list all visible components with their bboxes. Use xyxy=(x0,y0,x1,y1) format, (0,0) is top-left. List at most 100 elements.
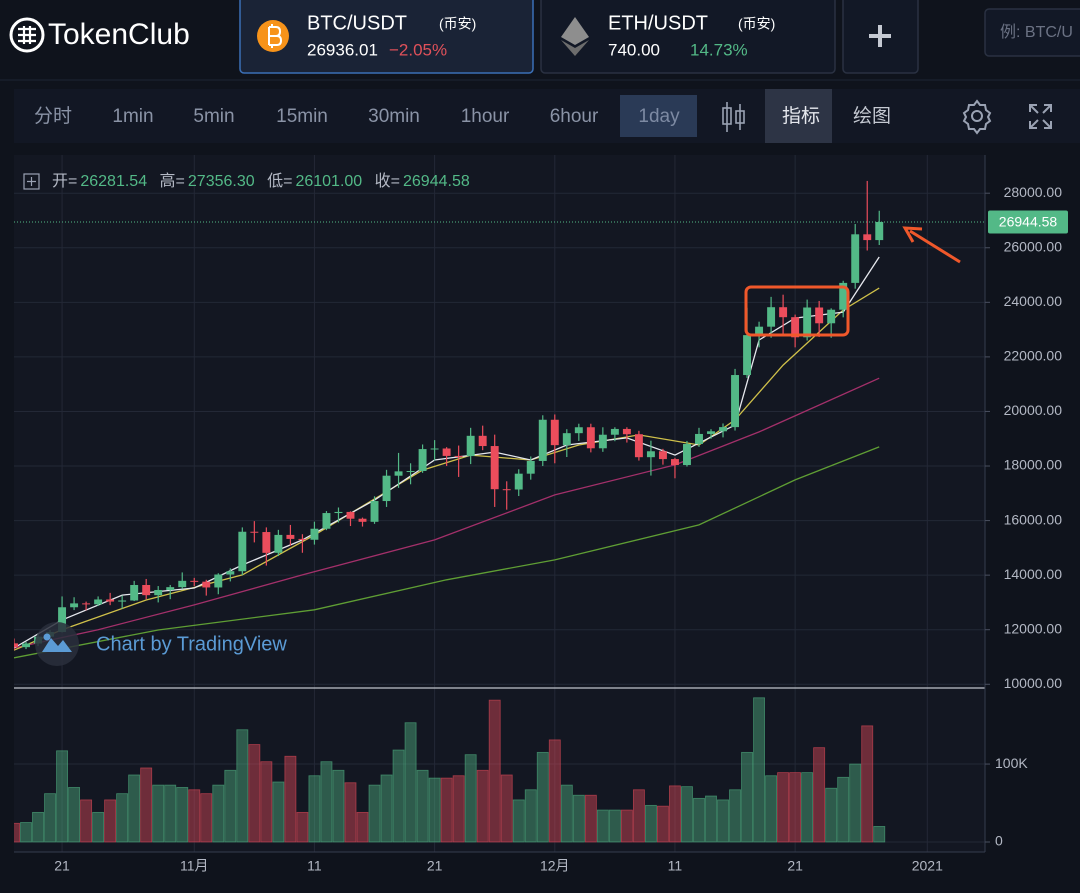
ohlc-label: 高= xyxy=(160,172,185,190)
interval[interactable]: 1hour xyxy=(461,106,510,127)
candle-body xyxy=(562,433,571,446)
candle-body xyxy=(178,580,187,588)
watermark-icon-bg xyxy=(35,622,79,666)
candle-body xyxy=(346,511,355,519)
candle-body xyxy=(298,538,307,540)
candle-body xyxy=(670,459,679,466)
tab-active[interactable] xyxy=(239,0,534,74)
volume-bar xyxy=(596,809,609,843)
tab-change: 14.73% xyxy=(690,40,748,59)
candle-body xyxy=(743,335,752,376)
volume-bar xyxy=(572,794,585,843)
volume-bar xyxy=(789,772,802,843)
fullscreen-icon[interactable] xyxy=(1029,104,1052,129)
interval-active[interactable]: 1day xyxy=(638,106,680,127)
eth-icon xyxy=(561,17,589,45)
volume-bar xyxy=(464,754,477,843)
volume-bar xyxy=(452,775,465,843)
ohlc-value: 27356.30 xyxy=(188,173,255,190)
volume-bar xyxy=(116,793,129,843)
candle-body xyxy=(226,571,235,575)
tab-pair: BTC/USDT xyxy=(307,12,407,34)
volume-bar xyxy=(632,789,645,843)
candle-body xyxy=(394,471,403,476)
draw-button[interactable]: 绘图 xyxy=(853,105,891,127)
candle-body xyxy=(406,471,415,473)
chart-type-icon[interactable] xyxy=(722,102,745,132)
volume-bar xyxy=(260,761,273,843)
volume-bar xyxy=(68,787,81,843)
search-box[interactable] xyxy=(984,8,1080,57)
toolbar-bg xyxy=(14,89,1080,143)
volume-bar xyxy=(212,784,225,843)
candle-body xyxy=(130,584,139,601)
volume-bar xyxy=(80,799,93,843)
candle-body xyxy=(755,326,764,336)
volume-bar xyxy=(284,755,297,843)
highlight-box xyxy=(744,285,850,337)
volume-bar xyxy=(200,793,213,843)
interval[interactable]: 30min xyxy=(368,106,420,127)
volume-bar xyxy=(741,751,753,843)
moving-average-line xyxy=(14,446,880,659)
volume-bar xyxy=(236,729,249,843)
candle-body xyxy=(94,599,103,605)
volume-bar xyxy=(560,784,573,843)
candle-body xyxy=(166,587,175,590)
interval[interactable]: 15min xyxy=(276,106,328,127)
annotation-arrow xyxy=(902,226,961,264)
volume-bar xyxy=(765,775,778,843)
indicator-button[interactable]: 指标 xyxy=(782,105,820,127)
volume-bar xyxy=(801,772,814,843)
candle-body xyxy=(106,599,115,602)
interval[interactable]: 1min xyxy=(112,106,153,127)
tab-pair: ETH/USDT xyxy=(608,12,708,34)
y-tick-label: 12000.00 xyxy=(1004,620,1063,636)
settings-icon[interactable] xyxy=(962,99,992,135)
candle-body xyxy=(118,600,127,602)
x-tick-label: 11 xyxy=(668,858,683,874)
y-tick-label: 14000.00 xyxy=(1004,566,1063,582)
candle-body xyxy=(238,531,247,572)
interval[interactable]: 6hour xyxy=(550,106,599,127)
plus-icon xyxy=(869,25,891,47)
y-tick-label: 28000.00 xyxy=(1004,184,1063,200)
volume-bar xyxy=(308,775,321,843)
candle-body xyxy=(863,234,872,241)
tab-exchange: (币安) xyxy=(439,16,476,32)
volume-bar xyxy=(416,769,429,843)
candle-body xyxy=(14,643,18,648)
volume-bar xyxy=(188,789,201,843)
interval[interactable]: 5min xyxy=(193,106,234,127)
candle-body xyxy=(526,460,535,474)
x-tick-label: 11月 xyxy=(180,858,209,874)
candle-body xyxy=(154,589,163,596)
candle-body xyxy=(815,307,824,324)
volume-bar xyxy=(584,794,597,843)
x-tick-label: 12月 xyxy=(540,858,570,874)
watermark-icon xyxy=(42,638,72,652)
volume-bar xyxy=(128,774,141,843)
candle-body xyxy=(382,475,391,502)
indicator-button-bg xyxy=(765,89,832,143)
volume-bar xyxy=(837,776,850,843)
ohlc-text: 开= 26281.54 高= 27356.30 低= 26101.00 收= 26944… xyxy=(52,172,470,190)
candle-body xyxy=(683,443,691,466)
legend-toggle[interactable] xyxy=(23,173,40,190)
tab[interactable] xyxy=(540,0,836,74)
volume-bar xyxy=(296,811,309,843)
candle-body xyxy=(634,434,643,458)
last-price-label: 26944.58 xyxy=(999,214,1058,230)
volume-bar xyxy=(861,725,874,843)
grid xyxy=(14,155,985,852)
candle-body xyxy=(731,375,740,428)
candle-body xyxy=(538,419,547,461)
volume-bar xyxy=(104,799,117,843)
tab-price: 740.00 xyxy=(608,40,660,59)
candle-body xyxy=(646,451,655,458)
interval[interactable]: 分时 xyxy=(34,105,72,127)
candle-body xyxy=(466,435,475,457)
volume-bar xyxy=(356,811,369,843)
volume-bar xyxy=(272,781,285,843)
